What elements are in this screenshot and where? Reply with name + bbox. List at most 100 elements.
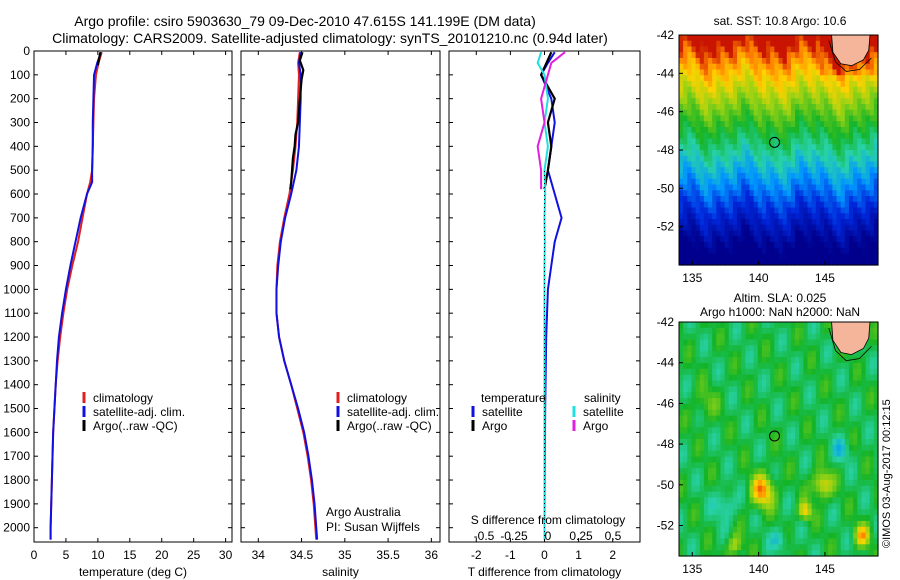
map-cell xyxy=(795,327,800,335)
map-cell xyxy=(848,144,854,151)
map-cell xyxy=(724,403,730,411)
map-cell xyxy=(828,503,833,510)
map-cell xyxy=(716,92,722,99)
map-cell xyxy=(679,46,684,53)
map-cell xyxy=(728,196,734,203)
map-cell xyxy=(770,150,775,157)
map-cell xyxy=(761,327,767,335)
map-cell xyxy=(761,167,767,174)
map-cell xyxy=(815,444,821,452)
map-cell xyxy=(753,351,759,358)
map-cell xyxy=(720,109,726,117)
map-cell xyxy=(695,444,701,452)
map-cell xyxy=(844,479,850,487)
map-cell xyxy=(716,444,722,452)
map-cell xyxy=(865,544,871,551)
map-cell xyxy=(811,213,817,220)
map-cell xyxy=(745,127,751,134)
map-cell xyxy=(815,322,821,329)
map-cell xyxy=(757,550,763,557)
map-cell xyxy=(695,213,701,220)
map-cell xyxy=(853,509,858,516)
map-cell xyxy=(720,526,726,534)
map-cell xyxy=(844,544,850,551)
map-cell xyxy=(844,368,850,376)
legend-item: satellite-adj. clim. xyxy=(93,405,185,419)
map-cell xyxy=(840,201,846,209)
map-cell xyxy=(786,345,792,352)
sst-map-field xyxy=(679,35,879,266)
map-cell xyxy=(782,339,788,346)
map-cell xyxy=(745,161,751,168)
map-cell xyxy=(691,421,697,428)
map-cell xyxy=(824,526,829,534)
map-cell xyxy=(774,368,780,376)
map-cell xyxy=(749,161,755,168)
map-cell xyxy=(737,40,742,48)
map-cell xyxy=(695,155,701,163)
map-cell xyxy=(757,167,763,174)
map-cell xyxy=(732,63,738,71)
map-cell xyxy=(753,421,759,428)
map-cell xyxy=(790,75,796,82)
legend-item: climatology xyxy=(93,391,153,405)
map-cell xyxy=(761,474,767,481)
map-cell xyxy=(712,398,717,405)
map-cell xyxy=(848,550,854,557)
map-cell xyxy=(811,526,817,534)
map-cell xyxy=(865,509,871,516)
map-cell xyxy=(790,86,796,94)
map-cell xyxy=(683,450,688,458)
map-cell xyxy=(824,351,829,358)
map-cell xyxy=(741,213,746,220)
map-cell xyxy=(683,403,688,411)
map-cell xyxy=(815,439,821,446)
map-cell xyxy=(873,196,879,203)
map-cell xyxy=(865,69,871,76)
map-cell xyxy=(687,515,693,522)
map-cell xyxy=(815,374,821,382)
map-cell xyxy=(728,46,734,53)
map-cell xyxy=(782,439,788,446)
map-cell xyxy=(799,538,804,545)
map-cell xyxy=(782,207,788,214)
map-cell xyxy=(679,150,684,157)
map-cell xyxy=(832,58,838,65)
map-cell xyxy=(703,40,709,48)
map-cell xyxy=(741,178,746,186)
map-cell xyxy=(853,104,858,111)
map-cell xyxy=(778,75,784,82)
map-cell xyxy=(770,409,775,417)
map-cell xyxy=(807,86,813,94)
sla-map-field xyxy=(679,322,879,557)
map-cell xyxy=(699,392,705,399)
map-cell xyxy=(703,207,709,214)
map-cell xyxy=(836,357,842,364)
map-cell xyxy=(853,544,858,551)
map-cell xyxy=(737,444,742,452)
map-cell xyxy=(766,550,771,557)
map-cell xyxy=(824,253,829,260)
map-cell xyxy=(815,69,821,76)
temperature-panel: 0 5 10 15 20 25 300100200300400500600700800900… xyxy=(3,44,232,579)
map-cell xyxy=(761,253,767,260)
map-cell xyxy=(737,515,742,522)
map-cell xyxy=(861,433,867,440)
map-cell xyxy=(815,178,821,186)
map-cell xyxy=(691,474,697,481)
map-cell xyxy=(716,247,722,255)
map-cell xyxy=(741,127,746,134)
map-cell xyxy=(737,538,742,545)
map-cell xyxy=(732,509,738,516)
map-cell xyxy=(848,132,854,140)
map-cell xyxy=(699,503,705,510)
map-cell xyxy=(865,538,871,545)
map-cell xyxy=(790,63,796,71)
map-cell xyxy=(708,219,713,226)
map-cell xyxy=(766,230,771,237)
map-cell xyxy=(724,150,730,157)
map-cell xyxy=(873,474,879,481)
map-cell xyxy=(824,247,829,255)
map-cell xyxy=(728,161,734,168)
map-cell xyxy=(811,497,817,504)
